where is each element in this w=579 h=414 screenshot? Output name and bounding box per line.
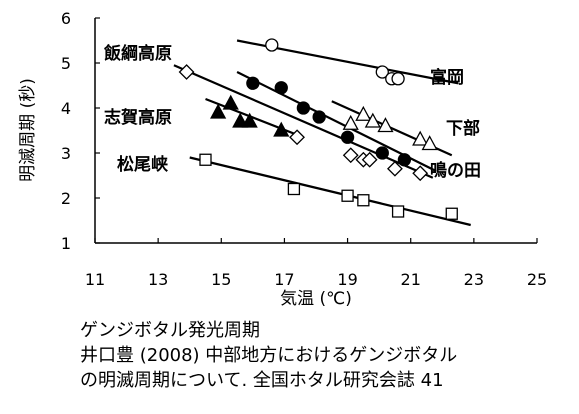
data-point-filled-circle bbox=[312, 110, 326, 124]
x-tick-label: 19 bbox=[337, 270, 357, 289]
y-axis-title: 明滅周期 (秒) bbox=[18, 78, 38, 182]
y-tick-label: 4 bbox=[61, 99, 71, 118]
caption-line-3: の明滅周期について. 全国ホタル研究会誌 41 bbox=[80, 370, 444, 391]
series-label-4: 志賀高原 bbox=[104, 107, 172, 128]
data-point-open-diamond bbox=[178, 64, 195, 80]
data-point-filled-circle bbox=[274, 81, 288, 95]
data-point-open-triangle bbox=[364, 112, 381, 128]
x-axis-title: 気温 (℃) bbox=[280, 289, 352, 309]
trend-line-3 bbox=[173, 64, 434, 179]
series-label-3: 飯綱高原 bbox=[103, 43, 172, 64]
trend-lines bbox=[173, 39, 471, 227]
data-point-filled-circle bbox=[397, 153, 412, 167]
x-tick-label: 17 bbox=[274, 270, 294, 289]
data-point-open-square bbox=[357, 194, 370, 207]
data-point-open-diamond bbox=[342, 147, 359, 164]
data-point-open-triangle bbox=[355, 105, 372, 121]
y-tick-label: 5 bbox=[61, 54, 71, 73]
y-ticks: 1 2 3 4 5 6 bbox=[61, 9, 100, 253]
data-point-open-circle bbox=[375, 65, 389, 79]
x-tick-label: 13 bbox=[148, 270, 168, 289]
trend-line-5 bbox=[189, 156, 471, 227]
y-tick-label: 6 bbox=[61, 9, 71, 28]
caption: ゲンジボタル発光周期 井口豊 (2008) 中部地方におけるゲンジボタル の明滅… bbox=[80, 318, 457, 393]
caption-line-2: 井口豊 (2008) 中部地方におけるゲンジボタル bbox=[80, 345, 458, 366]
data-point-open-triangle bbox=[412, 130, 429, 146]
data-point-open-diamond bbox=[289, 129, 305, 146]
data-point-open-triangle bbox=[342, 114, 359, 130]
data-point-filled-circle bbox=[340, 130, 355, 144]
data-point-open-triangle bbox=[377, 117, 394, 133]
series-label-0: 富岡 bbox=[430, 67, 464, 88]
y-tick-label: 1 bbox=[61, 234, 71, 253]
y-tick-label: 2 bbox=[61, 189, 71, 208]
data-points bbox=[178, 38, 458, 220]
data-point-open-square bbox=[287, 182, 301, 196]
y-tick-label: 3 bbox=[61, 144, 71, 163]
x-tick-label: 25 bbox=[527, 270, 547, 289]
x-tick-label: 11 bbox=[85, 270, 105, 289]
data-point-filled-triangle bbox=[273, 121, 290, 137]
trend-line-4 bbox=[205, 97, 304, 139]
x-ticks: 11 13 15 17 19 21 23 25 bbox=[85, 238, 547, 289]
data-point-open-diamond bbox=[361, 151, 378, 168]
series-label-2: 鳴の田 bbox=[430, 160, 481, 181]
data-point-filled-triangle bbox=[241, 112, 258, 128]
data-point-open-triangle bbox=[421, 135, 438, 151]
data-point-open-circle bbox=[265, 38, 279, 52]
data-point-filled-triangle bbox=[210, 103, 227, 119]
data-point-filled-triangle bbox=[222, 94, 239, 110]
data-point-filled-circle bbox=[246, 76, 260, 90]
data-point-open-square bbox=[445, 207, 458, 220]
data-point-filled-circle bbox=[296, 101, 311, 115]
data-point-open-circle bbox=[391, 72, 405, 86]
data-point-open-square bbox=[391, 205, 405, 218]
data-point-open-diamond bbox=[387, 160, 403, 177]
caption-line-1: ゲンジボタル発光周期 bbox=[80, 320, 260, 341]
data-point-open-square bbox=[199, 153, 212, 166]
x-tick-label: 21 bbox=[401, 270, 421, 289]
data-point-open-square bbox=[341, 189, 354, 202]
data-point-filled-circle bbox=[375, 146, 389, 160]
x-tick-label: 15 bbox=[211, 270, 231, 289]
data-point-open-diamond bbox=[412, 165, 429, 182]
axes bbox=[94, 18, 537, 244]
series-label-1: 下部 bbox=[446, 118, 480, 139]
series-label-5: 松尾峡 bbox=[117, 154, 169, 175]
x-tick-label: 23 bbox=[464, 270, 484, 289]
